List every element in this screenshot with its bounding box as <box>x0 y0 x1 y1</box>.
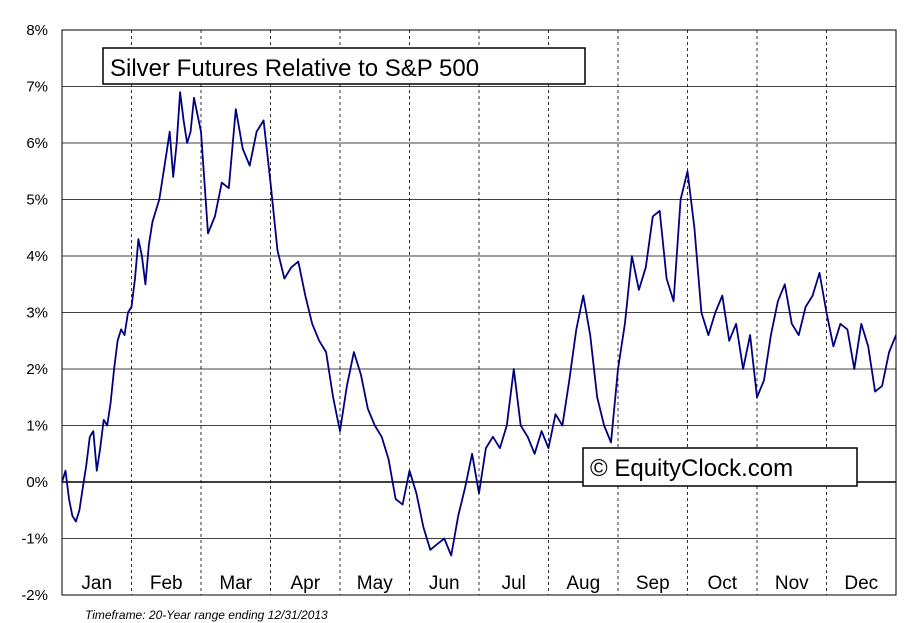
chart-title-text: Silver Futures Relative to S&P 500 <box>110 55 479 82</box>
x-tick-label: Sep <box>636 573 670 594</box>
x-tick-label: Oct <box>707 573 737 594</box>
y-tick-label: 4% <box>26 248 48 265</box>
x-tick-label: Nov <box>775 573 809 594</box>
y-tick-label: 0% <box>26 474 48 491</box>
x-tick-label: Feb <box>150 573 183 594</box>
y-tick-label: 1% <box>26 418 48 435</box>
x-tick-label: Dec <box>844 573 878 594</box>
y-axis-ticks: 8% 7% 6% 5% 4% 3% 2% 1% 0% -1% -2% <box>21 22 48 604</box>
x-axis-ticks: Jan Feb Mar Apr May Jun Jul Aug Sep Oct Nov Dec <box>81 573 878 594</box>
x-tick-label: May <box>357 573 393 594</box>
x-tick-label: Apr <box>290 573 320 594</box>
y-tick-label: 7% <box>26 79 48 96</box>
watermark-text: © EquityClock.com <box>590 455 793 482</box>
series-layer <box>61 91 897 557</box>
y-tick-label: -1% <box>21 531 48 548</box>
x-tick-label: Jan <box>81 573 112 594</box>
y-tick-label: 2% <box>26 361 48 378</box>
series-line <box>61 91 897 557</box>
x-tick-label: Mar <box>219 573 252 594</box>
y-tick-label: 5% <box>26 192 48 209</box>
footnote: Timeframe: 20-Year range ending 12/31/20… <box>85 608 328 622</box>
y-tick-label: 6% <box>26 135 48 152</box>
y-tick-label: 3% <box>26 305 48 322</box>
x-tick-label: Aug <box>566 573 600 594</box>
y-tick-label: -2% <box>21 587 48 604</box>
x-tick-label: Jun <box>429 573 460 594</box>
chart-title: Silver Futures Relative to S&P 500 <box>102 47 586 85</box>
y-tick-label: 8% <box>26 22 48 39</box>
grid-layer <box>61 29 897 596</box>
watermark: © EquityClock.com <box>582 447 858 487</box>
x-tick-label: Jul <box>502 573 526 594</box>
